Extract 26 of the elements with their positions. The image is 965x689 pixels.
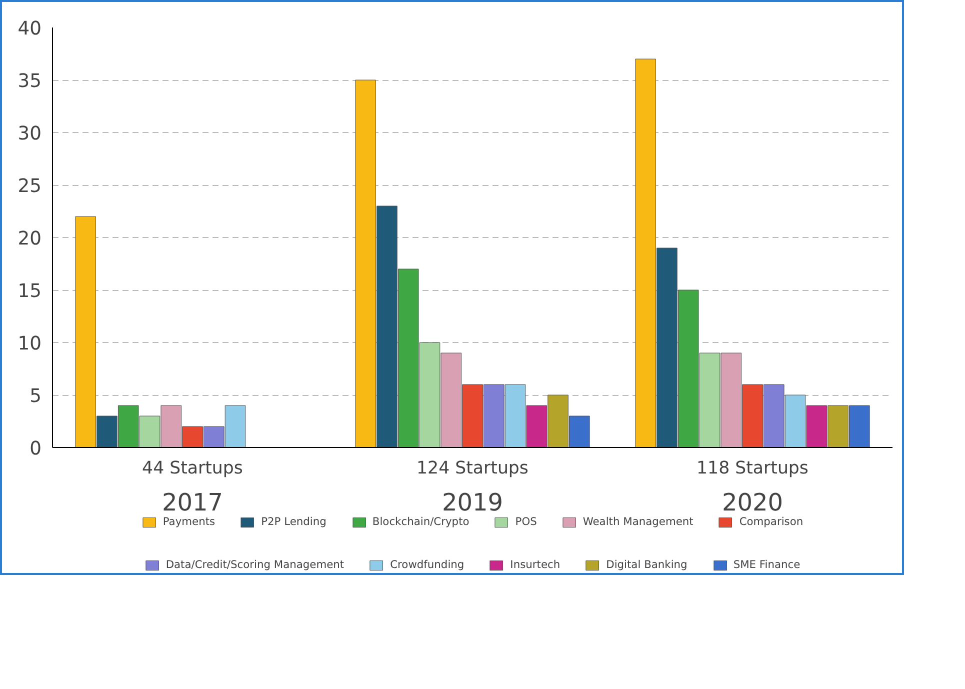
y-tick-label: 10 — [18, 334, 42, 354]
legend-label: Payments — [162, 515, 216, 528]
legend-label: Wealth Management — [582, 515, 694, 528]
legend-label: Data/Credit/Scoring Management — [166, 558, 344, 571]
y-tick-label: 35 — [18, 71, 42, 92]
text: 44 Startups — [142, 458, 243, 478]
legend-label: SME Finance — [733, 558, 800, 571]
y-tick-label: 15 — [18, 281, 42, 302]
legend-label: Blockchain/Crypto — [372, 515, 470, 528]
y-tick-label: 5 — [30, 386, 42, 407]
x-tick-label: 2019 — [442, 488, 504, 516]
x-tick-label: 2017 — [162, 488, 224, 516]
legend-label: Crowdfunding — [390, 558, 464, 571]
text: 124 Startups — [416, 458, 528, 478]
y-tick-label: 25 — [18, 176, 42, 197]
legend-label: Comparison — [739, 515, 804, 528]
y-tick-label: 30 — [18, 124, 42, 144]
x-tick-label: 2020 — [722, 488, 784, 516]
legend-label: P2P Lending — [261, 515, 326, 528]
text: 118 Startups — [696, 458, 808, 478]
y-tick-label: 20 — [18, 228, 42, 250]
y-tick-label: 0 — [30, 438, 42, 460]
legend-label: Insurtech — [510, 558, 560, 571]
legend-label: POS — [515, 515, 537, 528]
y-tick-label: 40 — [18, 18, 42, 40]
legend-label: Digital Banking — [606, 558, 688, 571]
